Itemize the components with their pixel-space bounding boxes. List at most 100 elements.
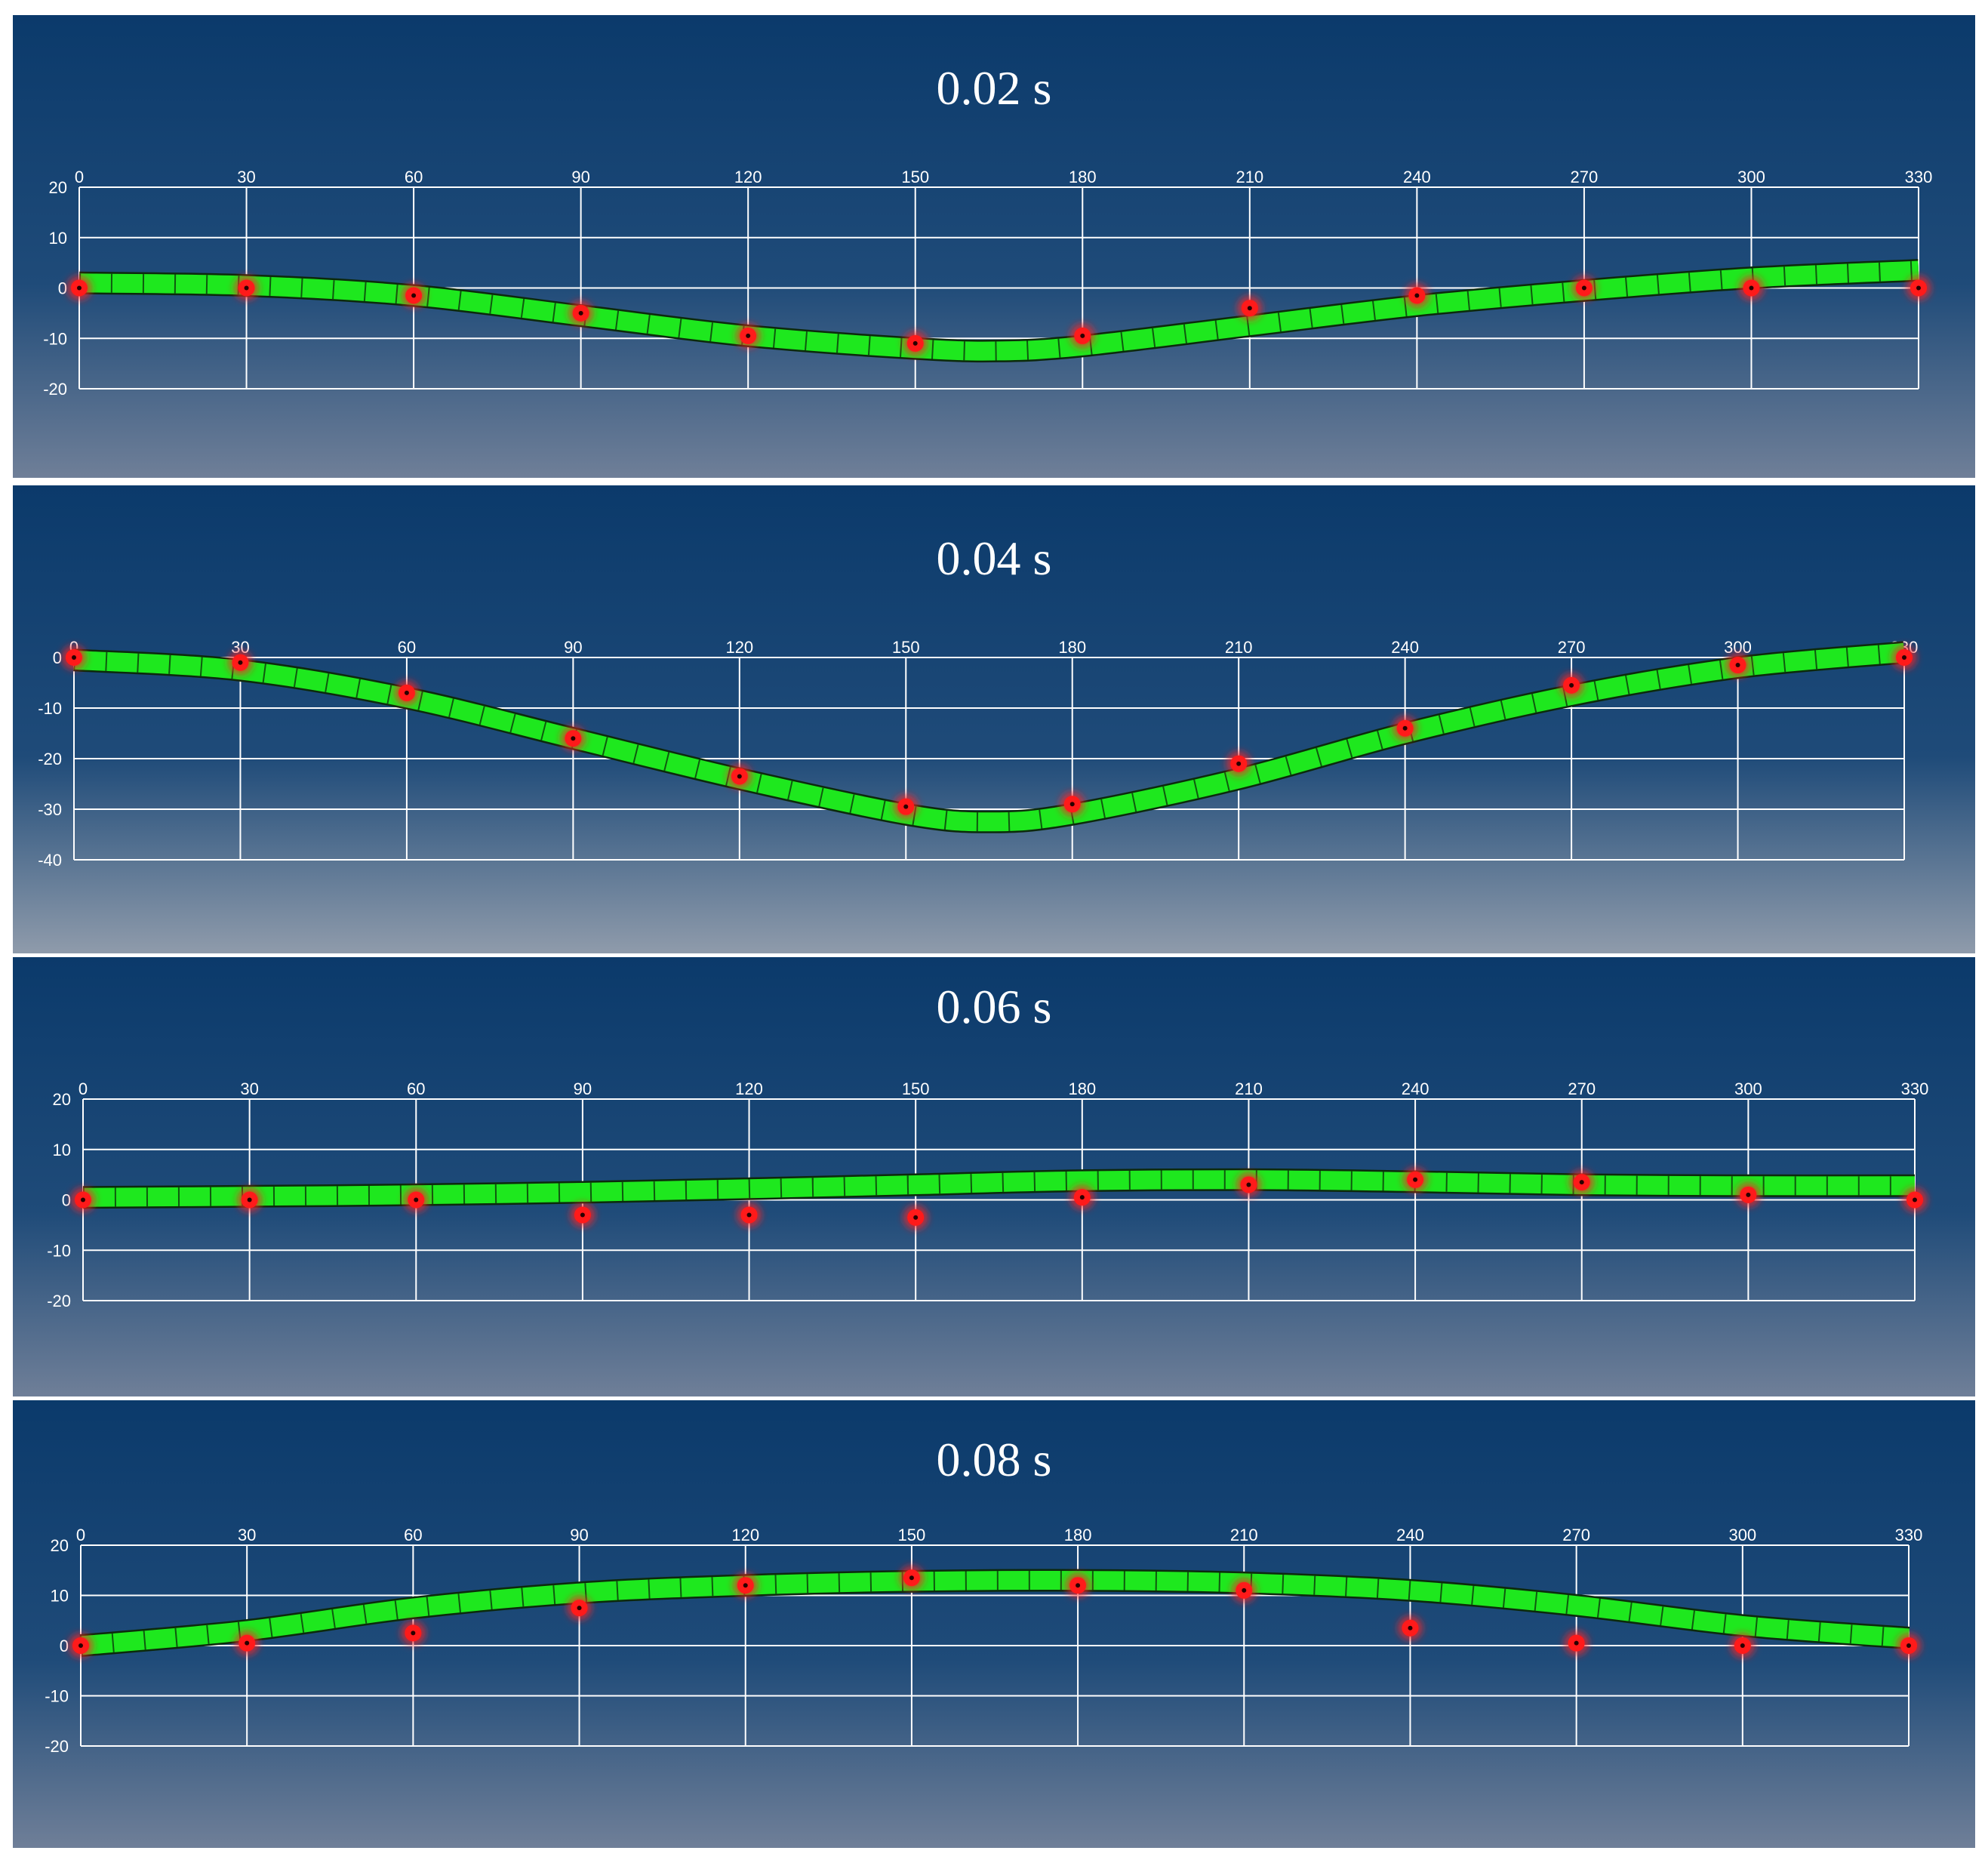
marker-point bbox=[1736, 1182, 1761, 1207]
x-tick-label: 120 bbox=[734, 168, 762, 186]
x-tick-label: 120 bbox=[725, 638, 753, 657]
marker-center bbox=[1247, 306, 1252, 311]
marker-point bbox=[1226, 751, 1251, 776]
marker-center bbox=[1574, 1640, 1579, 1646]
y-tick-label: 10 bbox=[53, 1141, 71, 1159]
marker-point bbox=[568, 300, 593, 325]
marker-center bbox=[1579, 1180, 1584, 1185]
y-tick-label: 0 bbox=[60, 1637, 69, 1655]
y-tick-label: 0 bbox=[58, 279, 67, 298]
marker-center bbox=[1413, 1177, 1418, 1182]
chart-title: 0.04 s bbox=[937, 531, 1052, 585]
x-tick-label: 90 bbox=[574, 1079, 592, 1098]
panel-2: 0.04 s03060901201501802102402703003300-1… bbox=[13, 485, 1975, 953]
marker-center bbox=[244, 285, 249, 291]
marker-point bbox=[394, 680, 419, 705]
marker-series bbox=[67, 276, 1931, 356]
x-tick-label: 240 bbox=[1396, 1526, 1424, 1544]
x-tick-label: 270 bbox=[1571, 168, 1599, 186]
panel-3: 0.06 s 0 30 60 90 120 150 180 210 240 270 300 330 20 1… bbox=[13, 957, 1975, 1396]
marker-center bbox=[580, 1212, 585, 1218]
y-tick-label: -10 bbox=[43, 329, 67, 348]
x-tick-label: 180 bbox=[1068, 1079, 1096, 1098]
chart-title: 0.08 s bbox=[937, 1433, 1052, 1486]
band-series bbox=[79, 1570, 1910, 1655]
marker-point bbox=[402, 283, 426, 308]
y-tick-label: -10 bbox=[45, 1687, 69, 1706]
marker-point bbox=[1236, 1172, 1261, 1197]
x-tick-label: 180 bbox=[1064, 1526, 1092, 1544]
y-tick-label: -10 bbox=[38, 699, 62, 718]
marker-point bbox=[1897, 1634, 1921, 1658]
marker-point bbox=[1559, 673, 1584, 697]
x-tick-label: 90 bbox=[564, 638, 582, 657]
marker-point bbox=[1069, 1185, 1094, 1210]
x-tick-label: 60 bbox=[404, 1526, 422, 1544]
y-tick-label: -40 bbox=[38, 851, 62, 870]
marker-center bbox=[1746, 1192, 1751, 1197]
y-tick-label: -30 bbox=[38, 800, 62, 819]
y-tick-label: 20 bbox=[51, 1536, 69, 1555]
marker-center bbox=[238, 660, 243, 665]
marker-series bbox=[69, 1566, 1921, 1658]
panel-background bbox=[13, 15, 1975, 478]
y-tick-label: 10 bbox=[49, 229, 67, 248]
marker-center bbox=[1402, 725, 1408, 731]
x-tick-label: 60 bbox=[407, 1079, 425, 1098]
marker-point bbox=[1906, 276, 1931, 300]
marker-point bbox=[1232, 1578, 1257, 1603]
marker-point bbox=[894, 794, 919, 819]
marker-point bbox=[903, 331, 928, 356]
marker-center bbox=[737, 774, 742, 779]
chart-4: 0.08 s 0 30 60 90 120 150 180 210 240 270 300 330 20 1… bbox=[13, 1400, 1975, 1848]
marker-point bbox=[1892, 645, 1916, 670]
grid bbox=[80, 1544, 1910, 1747]
marker-center bbox=[1080, 333, 1085, 338]
x-tick-label: 0 bbox=[78, 1079, 88, 1098]
marker-point bbox=[1060, 792, 1085, 817]
panel-background bbox=[13, 485, 1975, 953]
x-tick-label: 180 bbox=[1069, 168, 1097, 186]
grid bbox=[73, 657, 1905, 861]
marker-point bbox=[733, 1573, 758, 1598]
marker-point bbox=[570, 1202, 595, 1227]
marker-point bbox=[1403, 1167, 1428, 1192]
chart-1: 0.02 s 0 30 60 90 120 150 180 210 240 270 300 330 20 1… bbox=[13, 15, 1975, 478]
marker-point bbox=[1725, 653, 1750, 678]
marker-center bbox=[1236, 761, 1242, 766]
x-tick-label: 150 bbox=[892, 638, 920, 657]
marker-series bbox=[71, 1167, 1927, 1230]
x-tick-label: 30 bbox=[240, 1079, 258, 1098]
y-tick-label: -10 bbox=[47, 1241, 71, 1260]
marker-center bbox=[746, 333, 751, 338]
marker-center bbox=[743, 1583, 748, 1588]
marker-point bbox=[1569, 1170, 1594, 1195]
marker-point bbox=[1237, 296, 1262, 321]
marker-point bbox=[1903, 1187, 1927, 1212]
chart-3: 0.06 s 0 30 60 90 120 150 180 210 240 270 300 330 20 1… bbox=[13, 957, 1975, 1396]
marker-center bbox=[1414, 293, 1420, 298]
marker-center bbox=[414, 1197, 419, 1202]
marker-center bbox=[903, 804, 909, 809]
marker-center bbox=[81, 1197, 85, 1202]
x-tick-label: 0 bbox=[75, 168, 84, 186]
marker-center bbox=[411, 293, 417, 298]
x-tick-label: 210 bbox=[1230, 1526, 1258, 1544]
marker-center bbox=[404, 690, 409, 695]
marker-center bbox=[1749, 285, 1754, 291]
marker-center bbox=[1076, 1583, 1081, 1588]
y-tick-label: 20 bbox=[49, 178, 67, 197]
marker-center bbox=[913, 1215, 919, 1220]
x-tick-label: 150 bbox=[901, 168, 929, 186]
marker-point bbox=[903, 1205, 928, 1230]
marker-point bbox=[1398, 1615, 1423, 1640]
x-tick-label: 270 bbox=[1568, 1079, 1596, 1098]
marker-point bbox=[401, 1621, 426, 1646]
x-tick-label: 210 bbox=[1235, 1079, 1263, 1098]
marker-point bbox=[737, 1202, 762, 1227]
y-tick-label: 0 bbox=[53, 648, 62, 667]
y-tick-label: -20 bbox=[43, 380, 67, 399]
marker-point bbox=[404, 1187, 429, 1212]
x-tick-label: 330 bbox=[1895, 1526, 1923, 1544]
marker-center bbox=[411, 1631, 416, 1636]
